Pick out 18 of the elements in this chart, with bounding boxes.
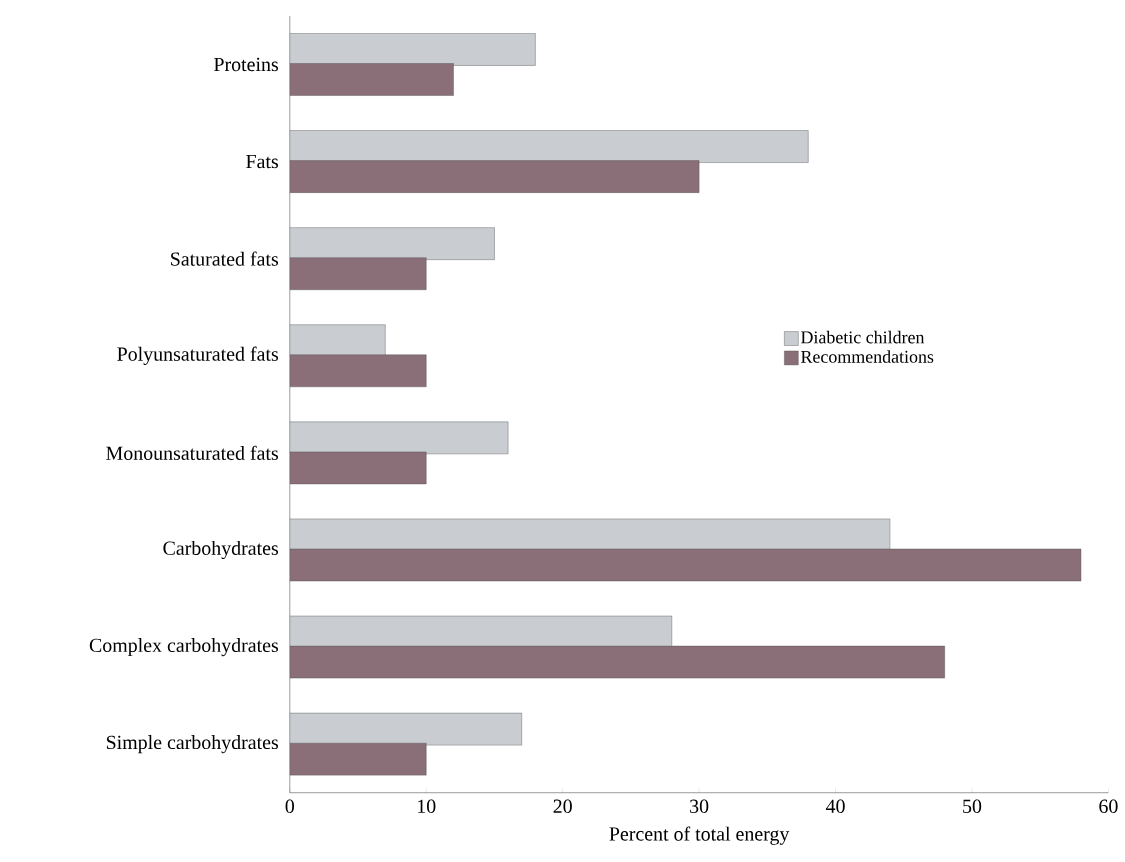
x-tick-label: 0 [285,799,295,813]
x-axis-title: Percent of total energy [609,826,790,845]
x-tick-label: 60 [1099,799,1118,813]
y-tick-label: Carbohydrates [163,540,278,559]
x-tick-label: 30 [690,799,709,813]
y-tick-label: Simple carbohydrates [106,734,279,754]
y-tick-label: Fats [246,154,278,168]
x-tick-label: 50 [963,799,982,813]
x-tick-label: 20 [553,799,572,813]
y-tick-label: Monounsaturated fats [106,445,278,460]
y-tick-label: Complex carbohydrates [89,637,279,656]
legend-label: Diabetic children [801,330,925,344]
y-tick-label: Saturated fats [171,251,279,266]
x-tick-label: 10 [418,799,436,813]
y-tick-label: Proteins [214,57,278,71]
x-tick-label: 40 [825,799,845,813]
legend-label: Recommendations [801,350,934,363]
y-tick-label: Polyunsaturated fats [117,346,279,365]
